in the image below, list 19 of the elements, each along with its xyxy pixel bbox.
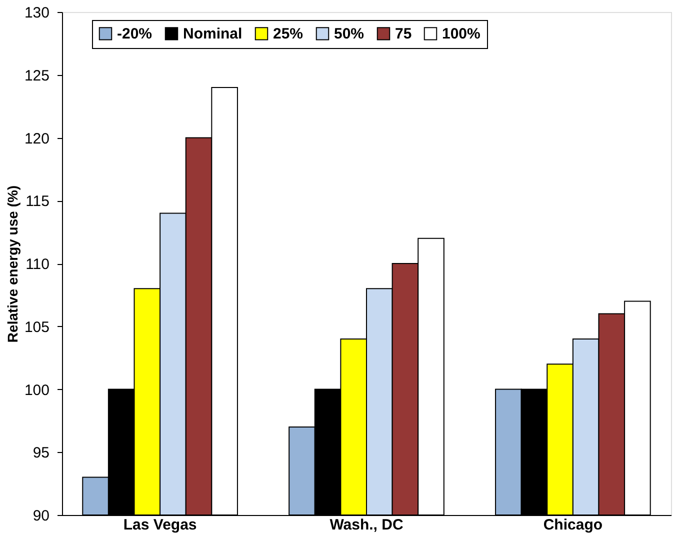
legend-label: Nominal <box>183 26 242 43</box>
y-tick-label: 105 <box>24 318 50 336</box>
legend-label: 25% <box>273 26 304 43</box>
y-tick-label: 100 <box>24 382 50 399</box>
y-tick-label: 110 <box>26 256 50 273</box>
legend-label: 100% <box>442 26 480 43</box>
y-tick-label: 90 <box>32 508 50 524</box>
x-tick-label: Chicago <box>543 516 603 534</box>
x-tick-label: Wash., DC <box>330 516 404 534</box>
legend-label: 75 <box>395 26 412 43</box>
legend-label: 50% <box>334 26 364 43</box>
y-tick-label: 95 <box>32 444 50 462</box>
x-tick-label: Las Vegas <box>123 516 197 534</box>
legend-label: -20% <box>117 26 152 43</box>
y-axis-title: Relative energy use (%) <box>4 185 20 343</box>
y-tick-label: 115 <box>26 193 50 210</box>
y-tick-label: 130 <box>24 4 50 22</box>
y-tick-label: 120 <box>24 130 50 148</box>
y-tick-label: 125 <box>24 67 50 84</box>
